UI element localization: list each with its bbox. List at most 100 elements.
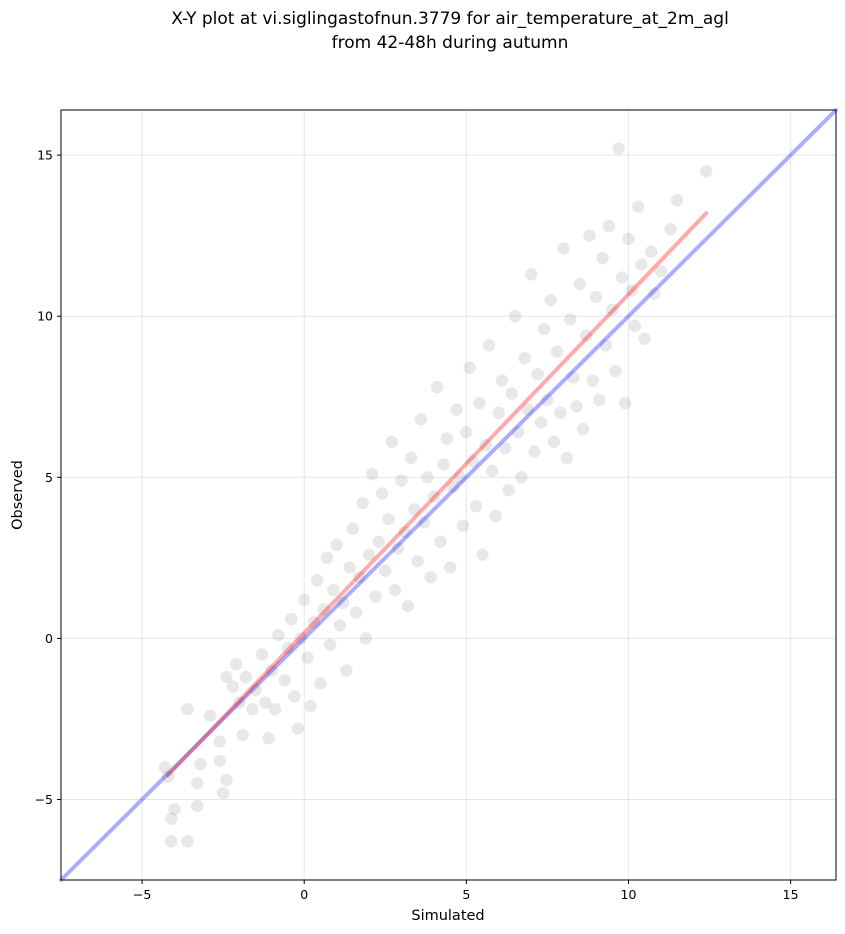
x-tick-label: 5 (462, 887, 470, 902)
scatter-point (625, 284, 638, 297)
scatter-point (437, 458, 450, 471)
scatter-point (495, 374, 509, 387)
scatter-point (430, 380, 444, 394)
scatter-point (638, 332, 651, 345)
scatter-point (612, 142, 625, 155)
scatter-point (392, 541, 405, 555)
x-tick-label: −5 (133, 887, 151, 902)
scatter-point (453, 471, 467, 484)
scatter-point (466, 454, 480, 468)
scatter-point (408, 503, 421, 516)
scatter-point (440, 432, 454, 445)
scatter-point (531, 367, 544, 381)
scatter-point (259, 696, 272, 710)
scatter-point (268, 703, 282, 716)
chart-title-line-2: from 42-48h during autumn (332, 33, 569, 53)
scatter-point (395, 474, 408, 487)
scatter-point (486, 464, 499, 478)
scatter-point (346, 522, 360, 536)
scatter-point (583, 229, 596, 242)
scatter-point (366, 467, 379, 481)
scatter-point (567, 371, 580, 384)
scatter-point (654, 264, 668, 278)
scatter-point (434, 535, 447, 548)
scatter-point (479, 438, 492, 452)
scatter-point (563, 313, 577, 326)
scatter-point (596, 252, 609, 265)
scatter-point (291, 722, 304, 735)
scatter-point (356, 496, 369, 510)
scatter-point (213, 754, 227, 767)
scatter-point (550, 345, 564, 358)
scatter-point (317, 603, 330, 616)
scatter-point (615, 271, 629, 284)
y-tick-label: −5 (35, 792, 53, 807)
scatter-point (482, 338, 496, 352)
scatter-point (168, 802, 181, 816)
scatter-point (492, 406, 505, 420)
scatter-point (307, 616, 321, 629)
scatter-point (375, 487, 389, 500)
scatter-point (602, 219, 616, 233)
scatter-point (278, 674, 291, 687)
scatter-point (369, 590, 382, 603)
scatter-point (343, 561, 356, 574)
scatter-point (609, 364, 622, 378)
scatter-point (213, 735, 227, 748)
scatter-point (664, 223, 677, 236)
scatter-point (359, 632, 373, 645)
scatter-point (570, 400, 583, 413)
scatter-points (158, 142, 713, 848)
scatter-point (379, 564, 392, 577)
scatter-point (541, 393, 554, 407)
scatter-point (560, 451, 574, 465)
scatter-point (576, 422, 590, 436)
axis-ticks: −5 0 5 10 15 −5 0 5 10 15 (35, 148, 799, 902)
scatter-point (327, 583, 340, 597)
scatter-point (310, 574, 324, 587)
scatter-point (385, 435, 398, 449)
scatter-point (537, 322, 551, 336)
x-tick-label: 10 (621, 887, 637, 902)
scatter-point (203, 709, 217, 722)
scatter-point (554, 406, 567, 420)
scatter-point (557, 242, 570, 255)
scatter-point (631, 200, 645, 213)
scatter-point (606, 303, 619, 316)
grid-lines (61, 110, 836, 880)
scatter-point (265, 664, 278, 677)
chart-title-line-1: X-Y plot at vi.siglingastofnun.3779 for … (171, 9, 729, 29)
scatter-point (158, 761, 171, 774)
scatter-point (249, 683, 262, 697)
scatter-point (405, 451, 418, 465)
scatter-point (573, 277, 587, 291)
y-tick-label: 0 (45, 631, 53, 646)
scatter-point (411, 554, 424, 568)
scatter-point (499, 442, 512, 455)
scatter-point (421, 471, 434, 484)
scatter-point (165, 835, 178, 848)
reference-lines (59, 108, 838, 882)
scatter-point (593, 393, 606, 407)
scatter-point (528, 445, 541, 458)
scatter-point (190, 777, 204, 790)
scatter-point (700, 165, 713, 178)
scatter-point (544, 293, 557, 307)
scatter-point (512, 425, 525, 439)
scatter-point (181, 835, 194, 848)
scatter-point (226, 680, 240, 693)
scatter-point (181, 703, 194, 716)
scatter-point (388, 583, 402, 597)
scatter-point (220, 773, 233, 787)
scatter-point (353, 570, 366, 584)
scatter-point (262, 732, 275, 745)
scatter-point (456, 519, 470, 532)
scatter-point (333, 619, 347, 632)
scatter-point (285, 612, 298, 626)
scatter-point (635, 258, 648, 271)
scatter-point (272, 628, 285, 642)
scatter-point (190, 799, 204, 813)
regression-line (166, 211, 709, 778)
scatter-point (216, 786, 230, 800)
